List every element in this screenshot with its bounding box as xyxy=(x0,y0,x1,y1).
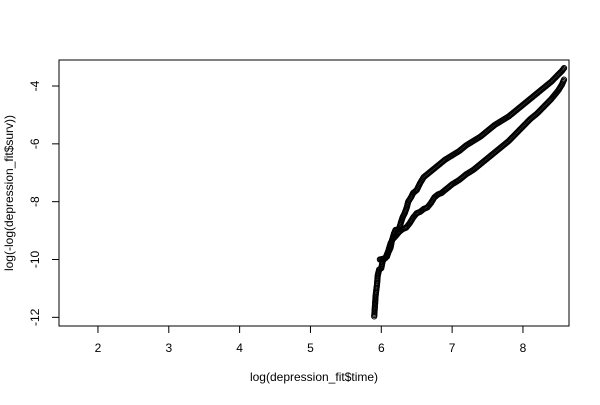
x-tick-label: 3 xyxy=(165,341,172,355)
x-tick-label: 2 xyxy=(95,341,102,355)
y-tick-label: -12 xyxy=(28,308,42,326)
y-tick-label: -4 xyxy=(28,80,42,91)
y-axis-label: log(-log(depression_fit$surv)) xyxy=(2,115,16,271)
data-point-series-2 xyxy=(560,76,568,83)
y-tick-label: -8 xyxy=(28,196,42,207)
data-point-series-1 xyxy=(560,65,567,73)
data-points xyxy=(371,65,568,320)
x-axis-label: log(depression_fit$time) xyxy=(250,370,378,384)
data-point-series-1 xyxy=(560,65,568,72)
y-tick-label: -10 xyxy=(28,251,42,269)
y-tick-label: -6 xyxy=(28,138,42,149)
x-tick-label: 5 xyxy=(307,341,314,355)
y-axis: -4 -6 -8 -10 -12 xyxy=(28,80,60,326)
x-tick-label: 6 xyxy=(378,341,385,355)
x-axis: 2 3 4 5 6 7 8 xyxy=(95,325,527,355)
x-tick-label: 8 xyxy=(520,341,527,355)
x-tick-label: 4 xyxy=(236,341,243,355)
plot-frame xyxy=(58,59,570,327)
x-tick-label: 7 xyxy=(449,341,456,355)
